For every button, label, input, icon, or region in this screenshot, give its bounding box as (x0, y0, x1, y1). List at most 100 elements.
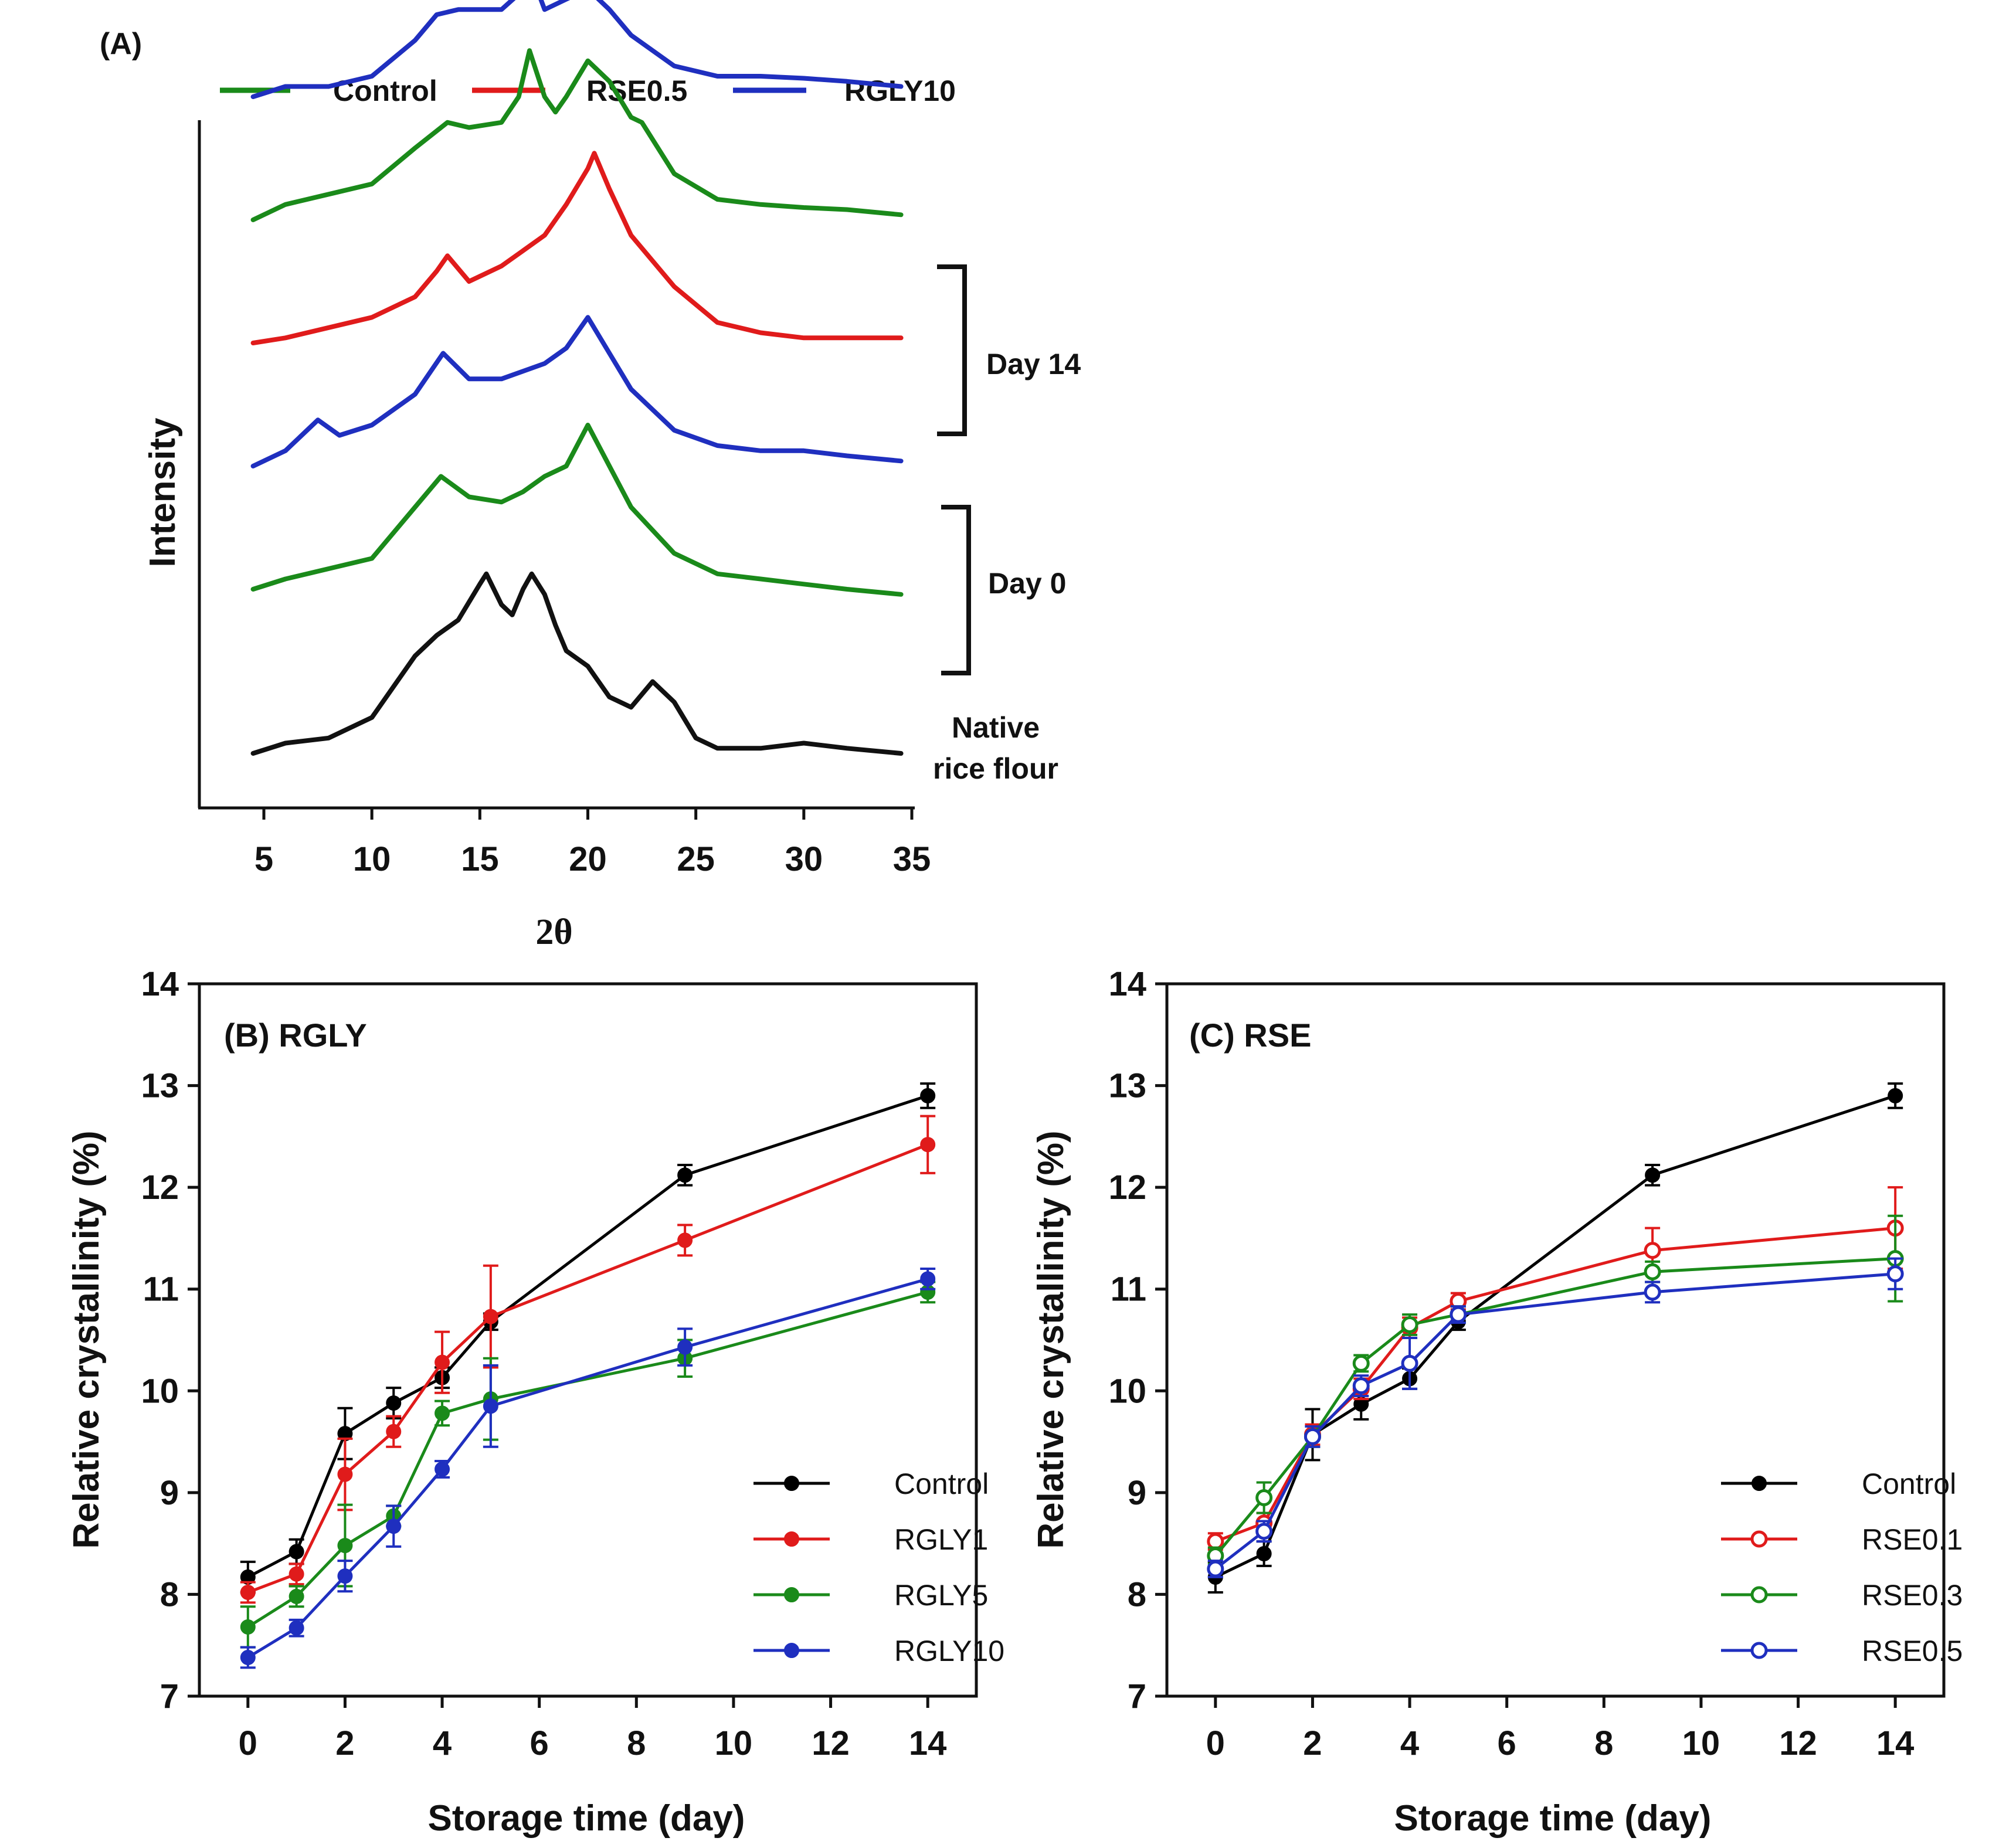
panel-c-xtick-label-10: 10 (1682, 1724, 1720, 1762)
panel-a-x-ticks: 5 10 15 20 25 30 35 (254, 808, 931, 878)
panel-c-series-control (1207, 1082, 1903, 1594)
panel-c-ytick-label-9: 9 (1128, 1474, 1146, 1512)
panel-c-point-rse0-3-3 (1352, 1354, 1370, 1372)
panel-b-point-rgly10-5 (483, 1398, 498, 1414)
panel-b-point-rgly5-1 (288, 1588, 304, 1604)
panel-b-ticks: 7 8 9 10 11 12 13 14 0 2 4 6 8 10 12 14 (141, 965, 946, 1762)
panel-a-xtick-label-10: 10 (353, 840, 391, 878)
panel-c-xtick-label-12: 12 (1779, 1724, 1817, 1762)
panel-c-legend-marker-control (1752, 1476, 1767, 1491)
panel-a-xtick-label-30: 30 (785, 840, 823, 878)
panel-a-traces (250, 0, 904, 756)
panel-b-point-control-6 (677, 1167, 693, 1183)
panel-a-xtick-label-5: 5 (254, 840, 273, 878)
panel-c-line-rse0-1 (1214, 1227, 1896, 1543)
panel-b-ytick-label-12: 12 (141, 1168, 179, 1207)
panel-c-rse: (C) RSE 7 8 9 10 11 12 13 14 0 2 4 6 8 10 12 14 Control… (1031, 965, 1963, 1839)
panel-c-legend-label-rse0-3: RSE0.3 (1862, 1579, 1963, 1612)
panel-b-series-rgly10 (240, 1268, 936, 1669)
panel-a-xlabel: 2θ (535, 912, 572, 952)
panel-b-ytick-label-10: 10 (141, 1372, 179, 1410)
panel-b-point-rgly1-7 (920, 1137, 936, 1153)
panel-c-xtick-label-14: 14 (1876, 1724, 1915, 1762)
panel-c-point-rse0-3-4 (1401, 1316, 1418, 1333)
panel-b-point-rgly1-1 (288, 1566, 304, 1582)
panel-a-xtick-label-20: 20 (569, 840, 607, 878)
panel-b-line-rgly1 (247, 1143, 929, 1594)
panel-b-ytick-label-13: 13 (141, 1067, 179, 1105)
panel-a-label: (A) (100, 27, 142, 61)
panel-b-series-control (240, 1082, 936, 1594)
panel-a-xrd: (A) Control RSE0.5 RGLY10 5 10 15 20 25 30 35 … (100, 0, 1081, 952)
panel-c-point-rse0-5-3 (1352, 1377, 1370, 1395)
panel-b-point-control-3 (386, 1395, 402, 1411)
panel-c-line-rse0-5 (1214, 1272, 1896, 1570)
panel-b-legend-label-rgly5: RGLY5 (894, 1579, 988, 1612)
panel-c-legend-label-rse0-1: RSE0.1 (1862, 1523, 1963, 1556)
trace-day-14-control (250, 48, 904, 222)
panel-c-xtick-label-2: 2 (1303, 1724, 1322, 1762)
panel-c-point-control-7 (1888, 1088, 1903, 1103)
legend-a-label-rse05: RSE0.5 (586, 74, 687, 107)
panel-b-xtick-label-8: 8 (627, 1724, 646, 1762)
panel-c-point-rse0-1-6 (1644, 1242, 1661, 1259)
panel-b-point-rgly5-4 (435, 1405, 450, 1421)
trace-day-0-rgly10 (250, 315, 904, 468)
panel-b-ytick-label-14: 14 (141, 965, 179, 1003)
panel-c-ytick-label-12: 12 (1108, 1168, 1146, 1207)
panel-b-point-rgly1-4 (435, 1354, 450, 1370)
panel-b-xtick-label-0: 0 (239, 1724, 257, 1762)
panel-b-legend-marker-rgly10 (784, 1643, 799, 1658)
panel-b-point-rgly1-0 (240, 1584, 256, 1600)
trace-day-0-rse0-5 (250, 151, 904, 345)
panel-b-point-rgly10-4 (435, 1461, 450, 1477)
panel-c-ytick-label-14: 14 (1108, 965, 1146, 1003)
legend-a-label-rgly10: RGLY10 (844, 74, 956, 107)
panel-b-ytick-label-7: 7 (160, 1677, 179, 1715)
panel-b-point-rgly10-7 (920, 1271, 936, 1287)
panel-c-ylabel: Relative crystallinity (%) (1031, 1130, 1071, 1548)
panel-b-xlabel: Storage time (day) (428, 1798, 745, 1839)
panel-b-point-rgly10-3 (386, 1519, 402, 1534)
panel-b-point-rgly1-3 (386, 1424, 402, 1439)
panel-a-ylabel: Intensity (142, 417, 183, 567)
panel-c-legend-marker-rse0-3 (1750, 1586, 1768, 1604)
panel-c-line-control (1214, 1094, 1896, 1579)
panel-c-series (1207, 1082, 1904, 1594)
panel-a-xtick-label-25: 25 (677, 840, 715, 878)
trace-day-0-control (250, 423, 904, 597)
panel-c-point-rse0-5-6 (1644, 1283, 1661, 1301)
panel-b-legend-marker-rgly5 (784, 1587, 799, 1602)
panel-c-point-rse0-5-5 (1450, 1306, 1467, 1323)
panel-b-point-rgly1-6 (677, 1232, 693, 1248)
panel-b-legend-label-control: Control (894, 1467, 989, 1500)
panel-b-xtick-label-14: 14 (909, 1724, 947, 1762)
panel-c-legend-marker-rse0-5 (1750, 1642, 1768, 1659)
panel-b-point-control-1 (288, 1544, 304, 1560)
panel-c-legend: Control RSE0.1 RSE0.3 RSE0.5 (1721, 1467, 1963, 1667)
panel-b-point-control-7 (920, 1088, 936, 1103)
panel-b-point-rgly5-2 (337, 1538, 353, 1554)
label-native-line1: Native (952, 711, 1040, 744)
panel-b-legend-marker-control (784, 1476, 799, 1491)
panel-c-point-control-6 (1645, 1167, 1661, 1183)
panel-b-xtick-label-4: 4 (433, 1724, 452, 1762)
panel-b-line-rgly5 (247, 1290, 928, 1629)
panel-b-ylabel: Relative crystallinity (%) (66, 1130, 107, 1548)
panel-c-point-rse0-5-4 (1401, 1354, 1418, 1372)
panel-c-xtick-label-0: 0 (1206, 1724, 1225, 1762)
panel-b-line-control (247, 1094, 928, 1579)
panel-c-point-rse0-1-0 (1207, 1533, 1224, 1550)
panel-c-ytick-label-11: 11 (1111, 1270, 1146, 1309)
panel-b-ytick-label-8: 8 (160, 1575, 179, 1613)
bracket-day14 (937, 264, 967, 436)
panel-b-legend-label-rgly1: RGLY1 (894, 1523, 988, 1556)
panel-c-legend-label-control: Control (1862, 1467, 1956, 1500)
panel-c-series-rse0-1 (1207, 1186, 1904, 1551)
panel-c-point-control-1 (1256, 1546, 1272, 1561)
panel-c-legend-marker-rse0-1 (1750, 1530, 1768, 1548)
panel-b-point-rgly1-5 (483, 1309, 498, 1324)
panel-b-legend-label-rgly10: RGLY10 (894, 1635, 1004, 1667)
trace-day-14-rgly10 (250, 0, 904, 99)
